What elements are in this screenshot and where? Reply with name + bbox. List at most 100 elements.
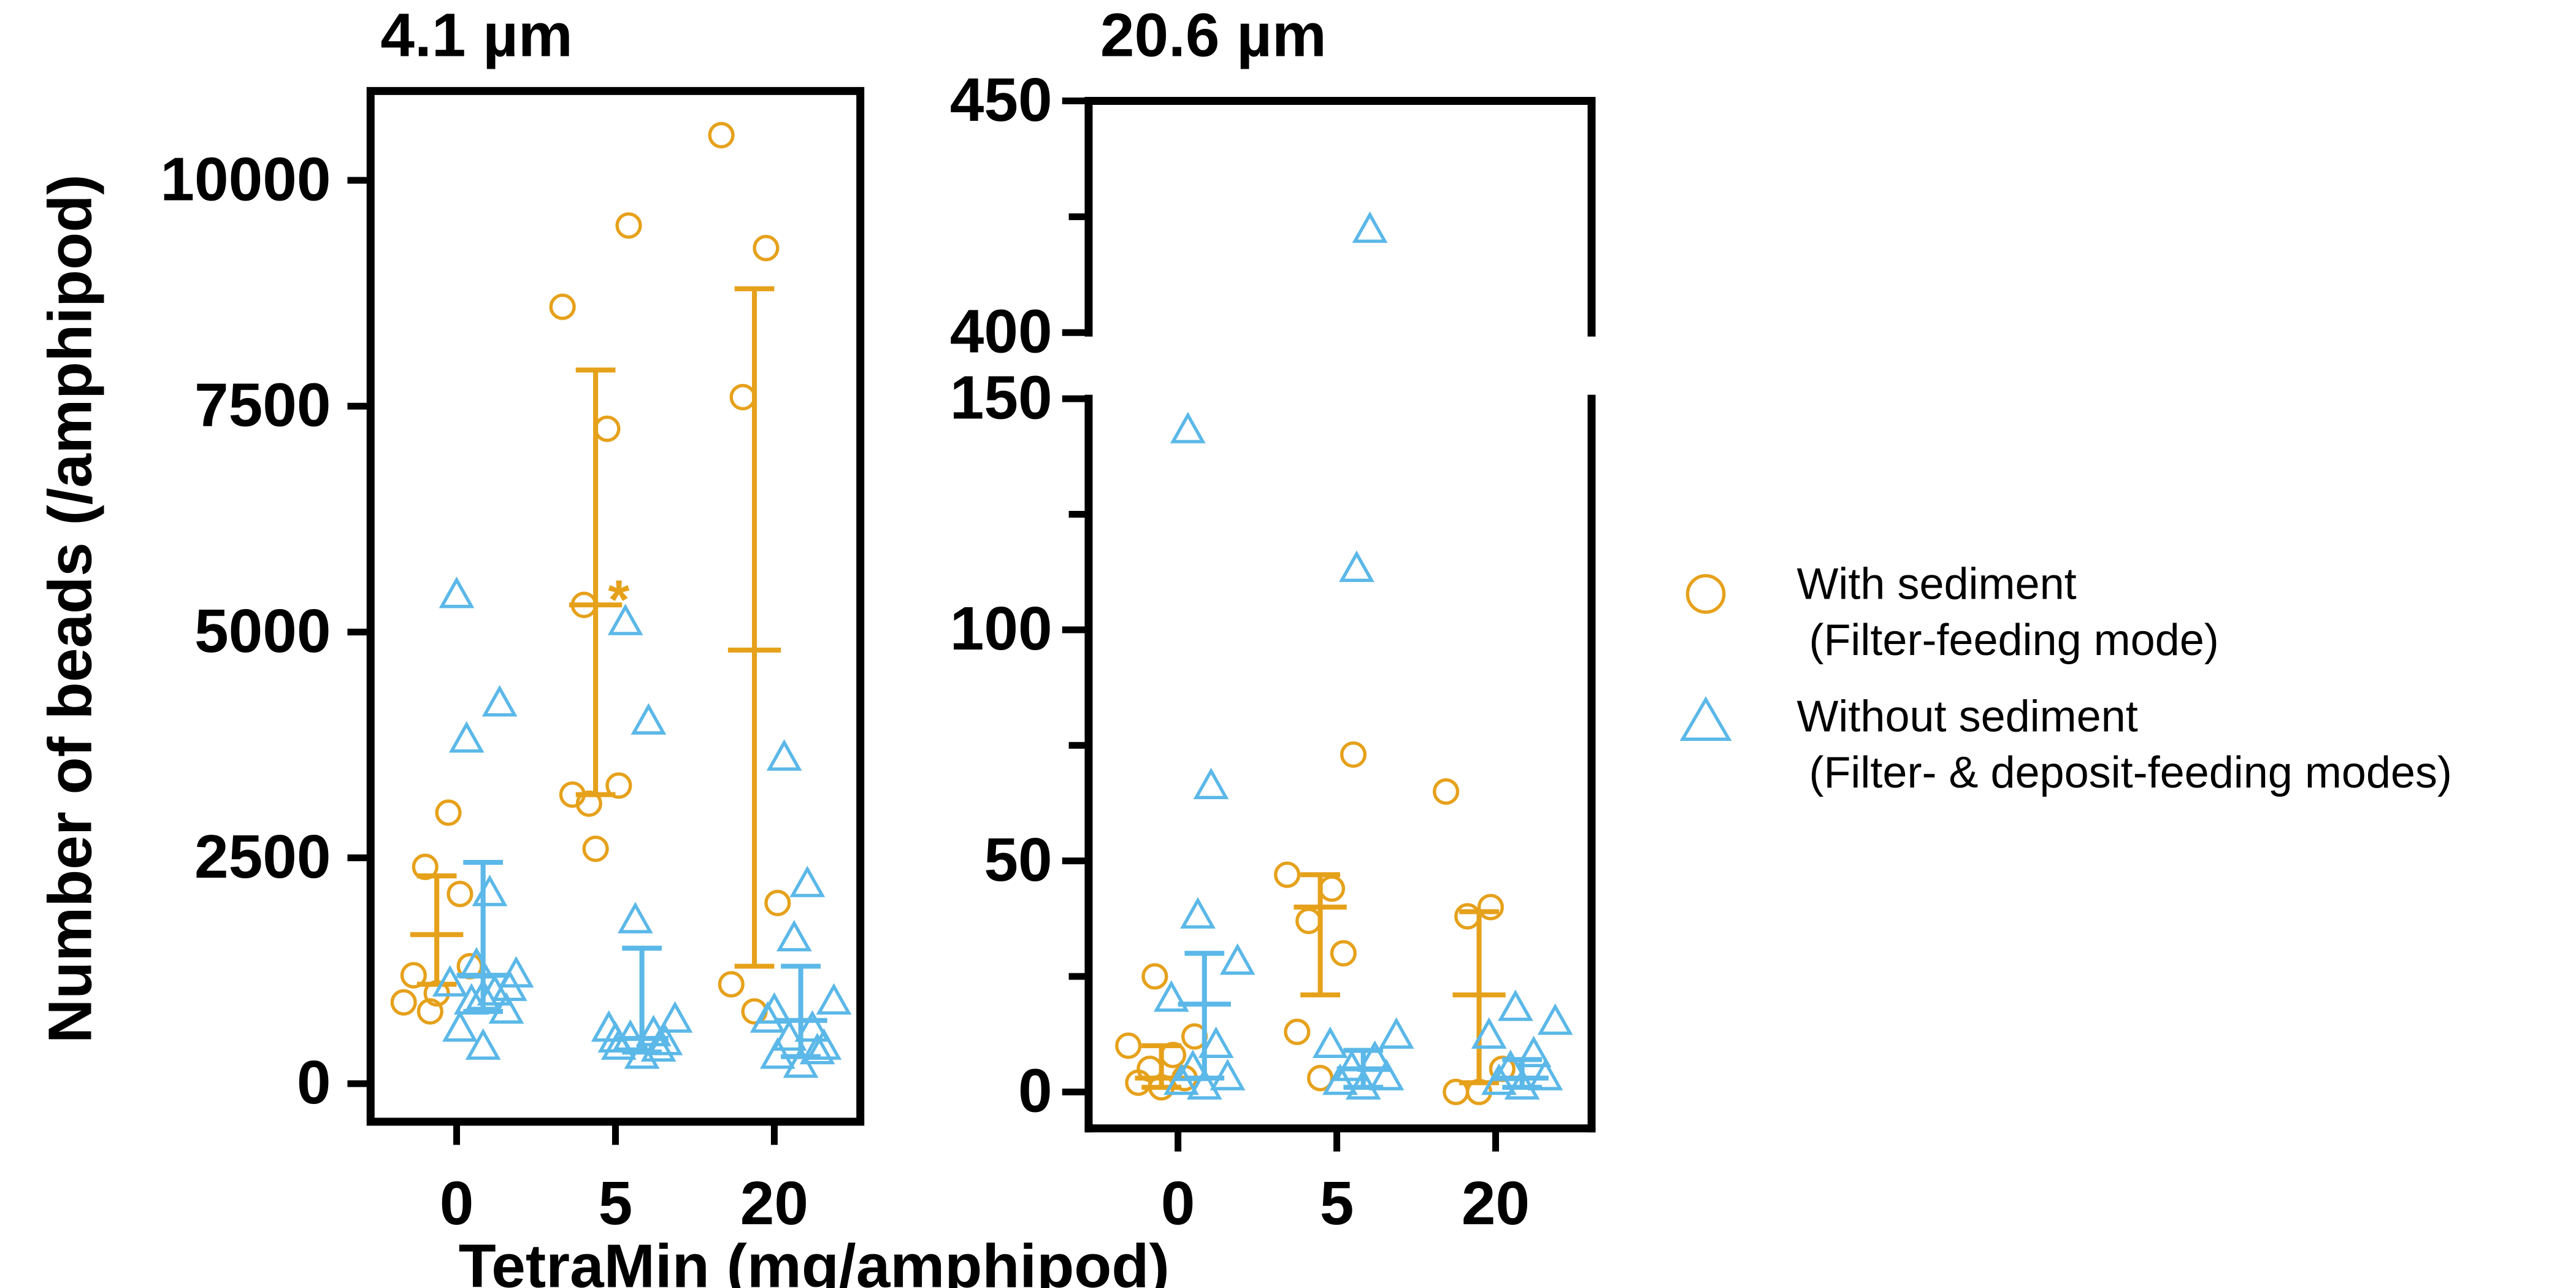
significance-asterisk: * [608,569,629,631]
left-y-tick-label: 0 [297,1048,331,1117]
left-y-tick-label: 10000 [160,145,331,213]
x-axis-title: TetraMin (mg/amphipod) [459,1232,1170,1288]
left-data-point [607,604,643,635]
right-x-tick-label: 0 [1161,1169,1195,1238]
right-data-point [1170,412,1206,443]
legend-sublabel-without-sediment: (Filter- & deposit-feeding modes) [1796,748,2451,797]
left-data-point [465,1028,501,1060]
legend-label-without-sediment: Without sediment [1796,692,2137,741]
left-data-point [816,983,852,1015]
left-data-point [412,853,439,880]
chart-marks: * [390,121,1573,1105]
right-y-tick-label: 100 [950,594,1052,663]
right-data-point [1141,963,1168,990]
right-x-tick-label: 20 [1462,1169,1530,1238]
left-data-point [718,971,745,998]
right-data-point [1295,907,1322,935]
left-data-point [481,684,518,717]
right-data-point [1307,1065,1334,1092]
right-data-point [1516,1035,1552,1068]
left-data-point [448,721,485,753]
left-x-tick-label: 5 [599,1169,633,1238]
left-data-point [605,772,632,799]
left-data-point [615,212,642,239]
left-data-point [640,1030,677,1062]
right-data-point [1454,903,1481,930]
right-data-point [1274,861,1301,888]
left-data-point [657,1001,693,1033]
left-panel-frame: 0 2500 5000 7500 10000 0 5 20 [160,86,865,1238]
legend-triangle-marker [1679,696,1732,741]
left-data-point [575,790,602,817]
right-data-point [1333,1049,1370,1081]
right-data-point [1153,980,1189,1012]
left-data-point [789,865,826,897]
left-data-point [435,799,462,826]
legend-label-with-sediment: With sediment [1796,559,2076,608]
left-data-point [799,1032,835,1065]
left-data-point [766,739,802,771]
right-data-point [1209,1059,1246,1091]
right-data-point [1471,1017,1507,1049]
right-data-point [1477,894,1505,921]
right-data-point [1443,1078,1470,1105]
panel-title-right: 20.6 µm [1100,1,1327,70]
left-data-point [390,989,417,1016]
left-data-point [708,121,735,148]
left-x-tick-label: 0 [440,1169,474,1238]
left-data-point [432,965,468,997]
right-data-point [1219,943,1255,975]
right-y-tick-label: 400 [950,297,1052,366]
left-data-point [472,875,508,907]
right-data-point [1368,1059,1405,1091]
left-data-point [442,1010,478,1042]
right-data-point [1318,875,1346,902]
left-data-point [771,1019,807,1051]
panel-title-left: 4.1 µm [380,1,572,70]
left-data-point [759,1037,795,1069]
left-y-tick-label: 2500 [194,822,331,891]
legend-sublabel-with-sediment: (Filter-feeding mode) [1796,616,2218,665]
right-data-point [1504,1068,1540,1100]
right-data-point [1193,767,1229,799]
right-data-point [1433,778,1460,805]
right-data-point [1312,1026,1348,1058]
right-x-tick-label: 5 [1320,1169,1354,1238]
right-data-point [1115,1032,1142,1059]
y-axis-title: Number of beads (/amphipod) [36,174,104,1043]
left-data-point [549,293,576,320]
right-y-tick-label: 150 [950,363,1052,432]
left-y-tick-label: 5000 [194,597,331,665]
right-data-point [1345,1068,1381,1100]
right-data-point [1498,989,1533,1021]
left-data-point [491,969,527,1002]
left-data-point [582,835,609,862]
legend-item-with-sediment: With sediment (Filter-feeding mode) [1685,559,2219,665]
left-data-point [416,998,443,1025]
left-data-point [753,234,780,262]
right-data-point [1352,211,1388,243]
left-y-tick-label: 7500 [194,371,331,440]
left-data-point [631,703,667,735]
left-data-point [764,889,791,916]
legend: With sediment (Filter-feeding mode) With… [1679,559,2452,797]
left-data-point [794,1010,830,1042]
left-x-tick-label: 20 [740,1169,808,1238]
left-data-point [439,577,475,608]
left-data-point [806,1028,842,1060]
left-data-point [594,415,621,442]
left-data-point [729,383,756,411]
right-data-point [1186,1068,1222,1100]
right-data-point [1527,1059,1563,1091]
left-data-point [447,880,473,908]
legend-item-without-sediment: Without sediment (Filter- & deposit-feed… [1679,692,2452,797]
right-data-point [1198,1026,1234,1058]
legend-circle-marker [1685,574,1726,614]
left-data-point [617,902,653,933]
right-data-point [1537,1003,1573,1035]
right-data-point [1330,940,1357,967]
left-data-point [776,919,812,952]
right-y-tick-label: 50 [984,826,1052,894]
